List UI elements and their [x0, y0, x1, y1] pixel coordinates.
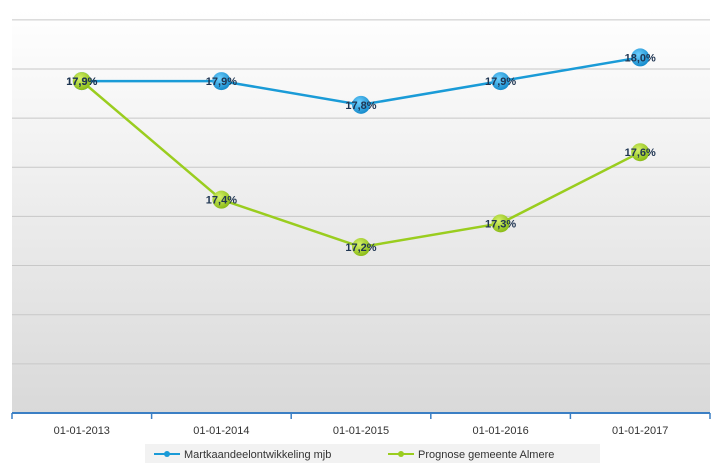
data-label: 17,8%: [345, 100, 376, 112]
data-label: 17,3%: [485, 218, 516, 230]
x-axis: 01-01-2013 01-01-2014 01-01-2015 01-01-2016…: [11, 412, 711, 437]
data-label: 17,4%: [206, 195, 237, 207]
data-point: [491, 72, 510, 91]
data-label: 17,6%: [625, 147, 656, 159]
data-point: [631, 143, 650, 162]
legend-marker: [164, 451, 170, 457]
data-label: 18,0%: [625, 52, 656, 64]
legend-label: Prognose gemeente Almere: [418, 449, 554, 461]
x-tick-label: 01-01-2013: [54, 425, 110, 437]
data-point: [631, 48, 650, 67]
legend-box: [145, 444, 600, 463]
data-label: 17,9%: [66, 76, 97, 88]
x-tick-label: 01-01-2014: [193, 425, 249, 437]
data-labels: 17,9% 17,9%17,8%17,9%18,0%17,9%17,4%17,2%…: [66, 52, 656, 254]
series-layer: [72, 48, 650, 257]
data-point: [72, 72, 91, 91]
x-tick-label: 01-01-2015: [333, 425, 389, 437]
gridlines: [12, 19, 710, 365]
plot-background: [12, 10, 710, 413]
data-label: 17,9%: [66, 76, 97, 88]
data-point: [352, 95, 370, 114]
data-label: 17,9%: [485, 76, 516, 88]
legend: Martkaandeelontwikkeling mjb Prognose gem…: [145, 444, 600, 463]
data-point: [491, 214, 510, 233]
data-label: 17,9%: [206, 76, 237, 88]
data-point: [212, 72, 231, 91]
data-point: [352, 238, 370, 257]
legend-marker: [398, 451, 404, 457]
data-label: 17,2%: [345, 242, 376, 254]
x-tick-label: 01-01-2017: [612, 425, 668, 437]
x-tick-label: 01-01-2016: [472, 425, 528, 437]
legend-label: Martkaandeelontwikkeling mjb: [184, 449, 331, 461]
data-point: [212, 190, 231, 209]
